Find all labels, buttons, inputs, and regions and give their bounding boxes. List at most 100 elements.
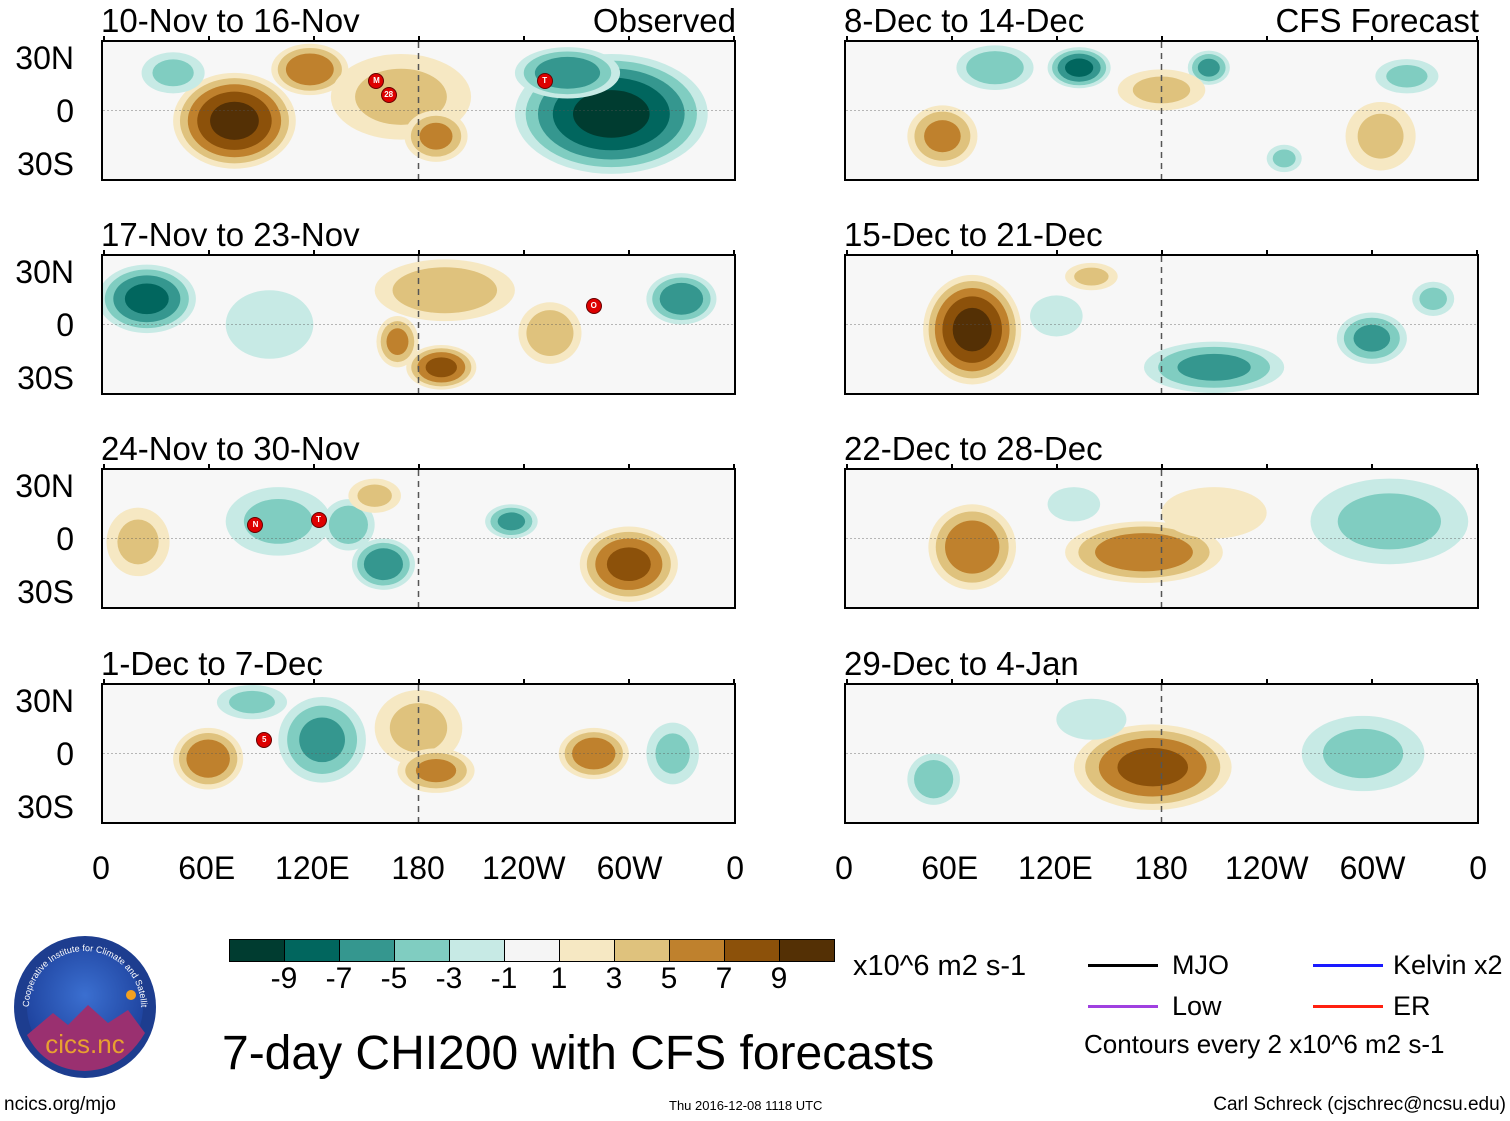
tick bbox=[103, 679, 105, 685]
anomaly-region bbox=[956, 45, 1034, 90]
colorbar-label: 7 bbox=[715, 962, 733, 995]
colorbar-label: -3 bbox=[435, 962, 463, 995]
tick bbox=[313, 464, 315, 470]
tick bbox=[951, 464, 953, 470]
anomaly-region bbox=[1073, 724, 1232, 811]
longitude-label: 0 bbox=[835, 850, 853, 886]
longitude-label: 60W bbox=[596, 850, 663, 886]
map-panel: 5 bbox=[101, 679, 736, 824]
tropical-storm-icon: M bbox=[368, 73, 385, 90]
colorbar bbox=[229, 939, 835, 962]
colorbar-label: 1 bbox=[550, 962, 568, 995]
tick bbox=[1371, 250, 1373, 256]
anomaly-region bbox=[374, 259, 515, 322]
tick bbox=[103, 464, 105, 470]
tick bbox=[628, 36, 630, 42]
colorbar-swatch bbox=[615, 940, 670, 961]
anomaly-region bbox=[351, 538, 415, 590]
latitude-label: 30S bbox=[17, 789, 74, 825]
latitude-label: 30N bbox=[15, 468, 74, 504]
tick bbox=[208, 679, 210, 685]
colorbar-swatch bbox=[450, 940, 505, 961]
legend-line-mjo bbox=[1088, 964, 1158, 967]
anomaly-region bbox=[1143, 341, 1285, 393]
tick bbox=[208, 464, 210, 470]
tick bbox=[1161, 250, 1163, 256]
anomaly-region bbox=[1065, 262, 1118, 291]
anomaly-region bbox=[1056, 698, 1127, 740]
tick bbox=[951, 679, 953, 685]
tick bbox=[523, 464, 525, 470]
legend-label-mjo: MJO bbox=[1172, 950, 1229, 980]
panel-title: 29-Dec to 4-Jan bbox=[844, 645, 1079, 682]
legend-line-low bbox=[1088, 1005, 1158, 1008]
tick bbox=[1161, 36, 1163, 42]
cics-logo: Cooperative Institute for Climate and Sa… bbox=[10, 927, 157, 1079]
anomaly-region bbox=[1412, 281, 1455, 316]
colorbar-swatch bbox=[230, 940, 285, 961]
timestamp: Thu 2016-12-08 1118 UTC bbox=[669, 1098, 823, 1113]
longitude-label: 180 bbox=[391, 850, 445, 886]
tropical-storm-icon: 5 bbox=[256, 731, 273, 748]
panel-title: 8-Dec to 14-Dec bbox=[844, 2, 1085, 39]
colorbar-swatch bbox=[780, 940, 834, 961]
anomaly-region bbox=[579, 526, 678, 602]
anomaly-region bbox=[406, 345, 477, 390]
tick bbox=[846, 36, 848, 42]
colorbar-swatch bbox=[725, 940, 780, 961]
colorbar-swatch bbox=[340, 940, 395, 961]
anomaly-region bbox=[646, 273, 717, 325]
longitude-label: 0 bbox=[726, 850, 745, 886]
tick bbox=[846, 679, 848, 685]
anomaly-region bbox=[225, 290, 314, 359]
legend-label-kelvin: Kelvin x2 bbox=[1393, 950, 1503, 980]
anomaly-region bbox=[1047, 47, 1111, 89]
tick bbox=[1476, 36, 1478, 42]
anomaly-region bbox=[322, 499, 375, 551]
tick bbox=[523, 679, 525, 685]
map-panel: O bbox=[101, 250, 736, 395]
anomaly-region bbox=[1345, 101, 1416, 171]
latitude-label: 0 bbox=[56, 521, 74, 557]
longitude-label: 120E bbox=[1018, 850, 1093, 886]
anomaly-region bbox=[106, 507, 170, 577]
tick bbox=[523, 36, 525, 42]
website-link[interactable]: ncics.org/mjo bbox=[4, 1094, 116, 1115]
tick bbox=[313, 250, 315, 256]
tick bbox=[628, 250, 630, 256]
tick bbox=[1056, 250, 1058, 256]
anomaly-region bbox=[1336, 312, 1407, 364]
anomaly-region bbox=[278, 696, 366, 783]
tick bbox=[846, 464, 848, 470]
longitude-label: 120E bbox=[275, 850, 350, 886]
latitude-label: 30S bbox=[17, 360, 74, 396]
panel-title: 22-Dec to 28-Dec bbox=[844, 430, 1103, 467]
panel-title: 10-Nov to 16-Nov bbox=[101, 2, 360, 39]
colorbar-label: 9 bbox=[770, 962, 788, 995]
colorbar-swatch bbox=[285, 940, 340, 961]
anomaly-region bbox=[376, 315, 419, 368]
anomaly-region bbox=[518, 302, 582, 364]
tropical-storm-icon: T bbox=[310, 511, 327, 528]
tropical-storm-icon: 28 bbox=[380, 87, 397, 104]
tick bbox=[1371, 464, 1373, 470]
tick bbox=[208, 250, 210, 256]
colorbar-swatch bbox=[505, 940, 560, 961]
tick bbox=[1476, 679, 1478, 685]
tick bbox=[628, 679, 630, 685]
map-panel bbox=[844, 464, 1479, 609]
tick bbox=[418, 36, 420, 42]
colorbar-swatch bbox=[560, 940, 615, 961]
tick bbox=[313, 36, 315, 42]
latitude-label: 0 bbox=[56, 93, 74, 129]
anomaly-region bbox=[348, 478, 401, 513]
tick bbox=[733, 679, 735, 685]
tick bbox=[418, 464, 420, 470]
anomaly-region bbox=[907, 753, 960, 805]
tropical-storm-icon: O bbox=[585, 297, 602, 314]
tick bbox=[733, 464, 735, 470]
tick bbox=[208, 36, 210, 42]
anomaly-region bbox=[397, 748, 475, 793]
latitude-label: 0 bbox=[56, 307, 74, 343]
